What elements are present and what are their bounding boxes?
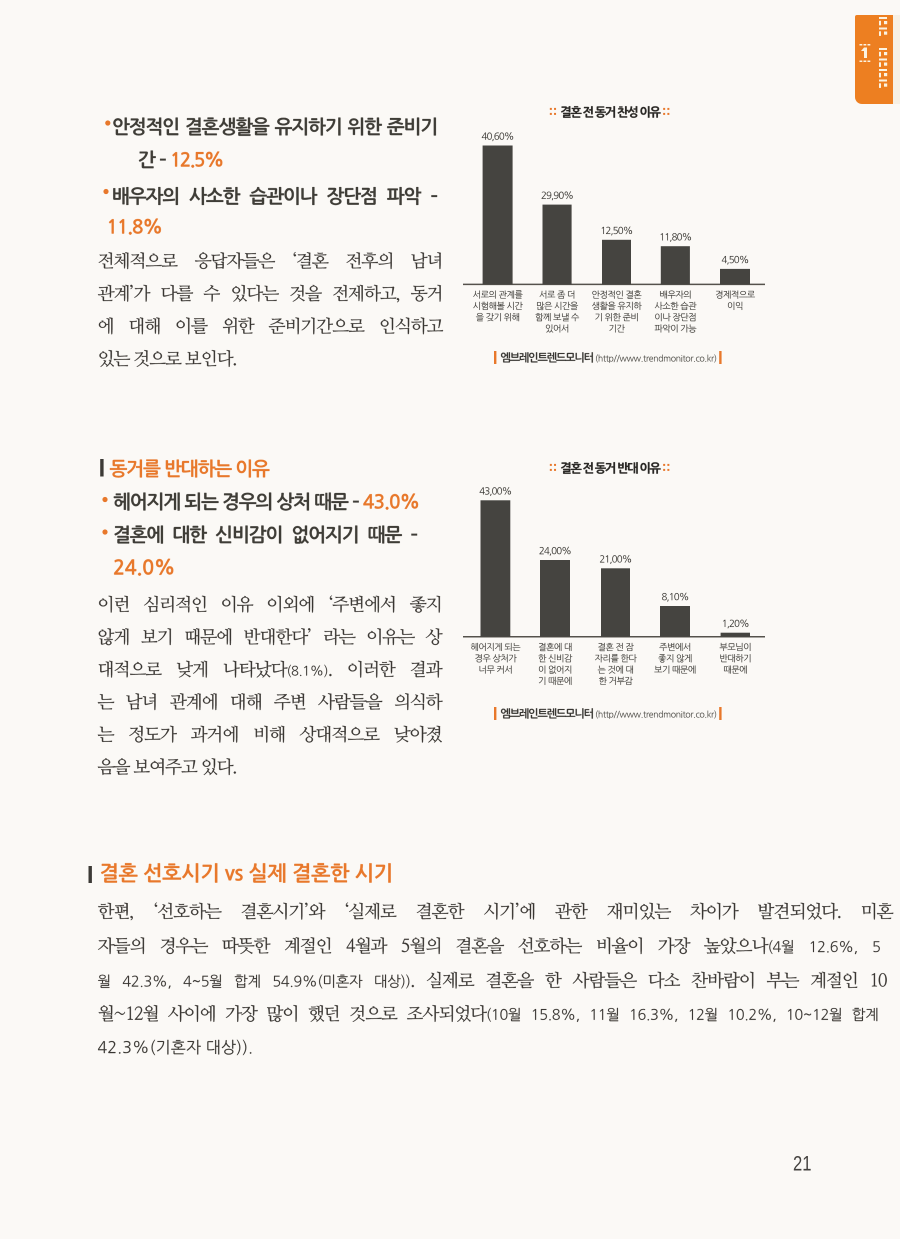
svg-text:21: 21 bbox=[793, 1152, 812, 1176]
